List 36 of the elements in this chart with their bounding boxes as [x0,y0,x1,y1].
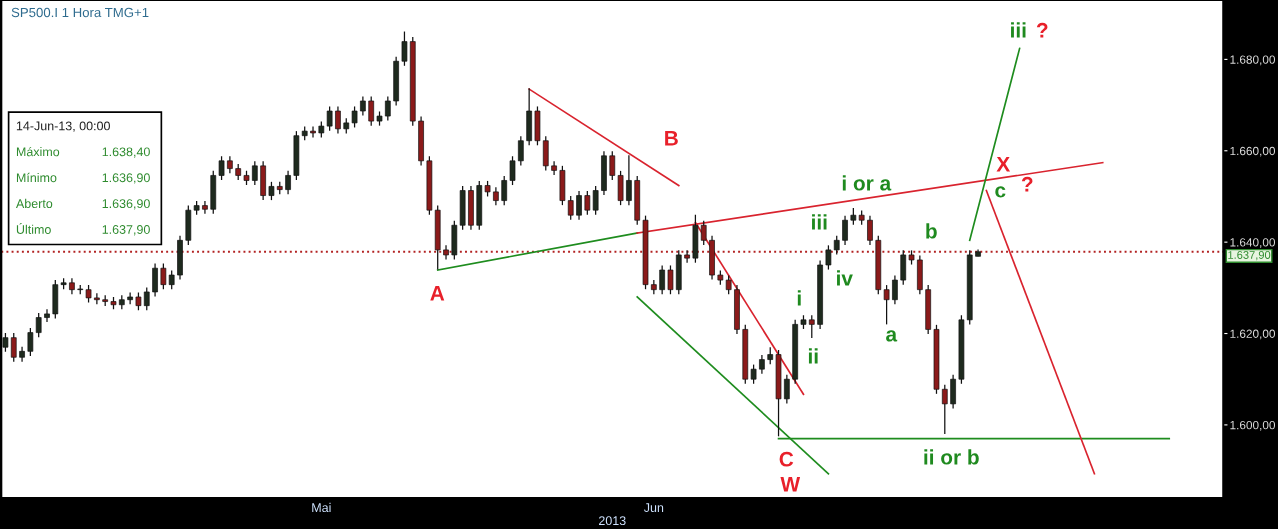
annotation: 1.638,40 [102,147,150,158]
annotation: Máximo [16,146,60,157]
x-axis-title: 2013 [599,516,626,526]
ref-line-label: 1.637,90 [1228,251,1271,261]
x-tick-label: Mai [312,502,331,513]
y-tick-label: 1.680,00 [1230,55,1276,66]
annotation: C [779,451,794,467]
y-tick-label: 1.620,00 [1230,329,1276,340]
annotation: 1.637,90 [102,225,150,236]
chart-title: SP500.I 1 Hora TMG+1 [11,7,149,18]
annotation: W [780,477,801,492]
y-tick-label: 1.640,00 [1230,238,1276,248]
annotation: X [996,157,1011,172]
y-tick-label: 1.660,00 [1230,146,1276,157]
annotation: Aberto [15,198,53,209]
annotation: i or a [842,175,892,191]
annotation: a [886,330,898,342]
annotation: iii [812,214,827,230]
annotation: B [665,131,678,146]
annotation: i [797,290,801,306]
x-tick-label: Jun [643,503,664,513]
annotation: 14-Jun-13, 00:00 [16,121,110,132]
annotation: A [430,286,445,301]
annotation: ii [808,348,818,364]
annotation: iv [837,270,853,286]
annotation: 1.636,90 [102,199,150,210]
annotation: ? [1021,176,1033,192]
annotation: ii or b [924,449,979,465]
annotation: Último [16,222,51,234]
annotation: c [995,186,1006,198]
annotation: Mínimo [16,172,57,183]
annotation: ? [1036,22,1048,38]
annotation: iii [1011,22,1026,38]
y-tick-label: 1.600,00 [1230,420,1276,431]
annotation: 1.636,90 [102,173,150,184]
annotation: b [926,223,937,239]
